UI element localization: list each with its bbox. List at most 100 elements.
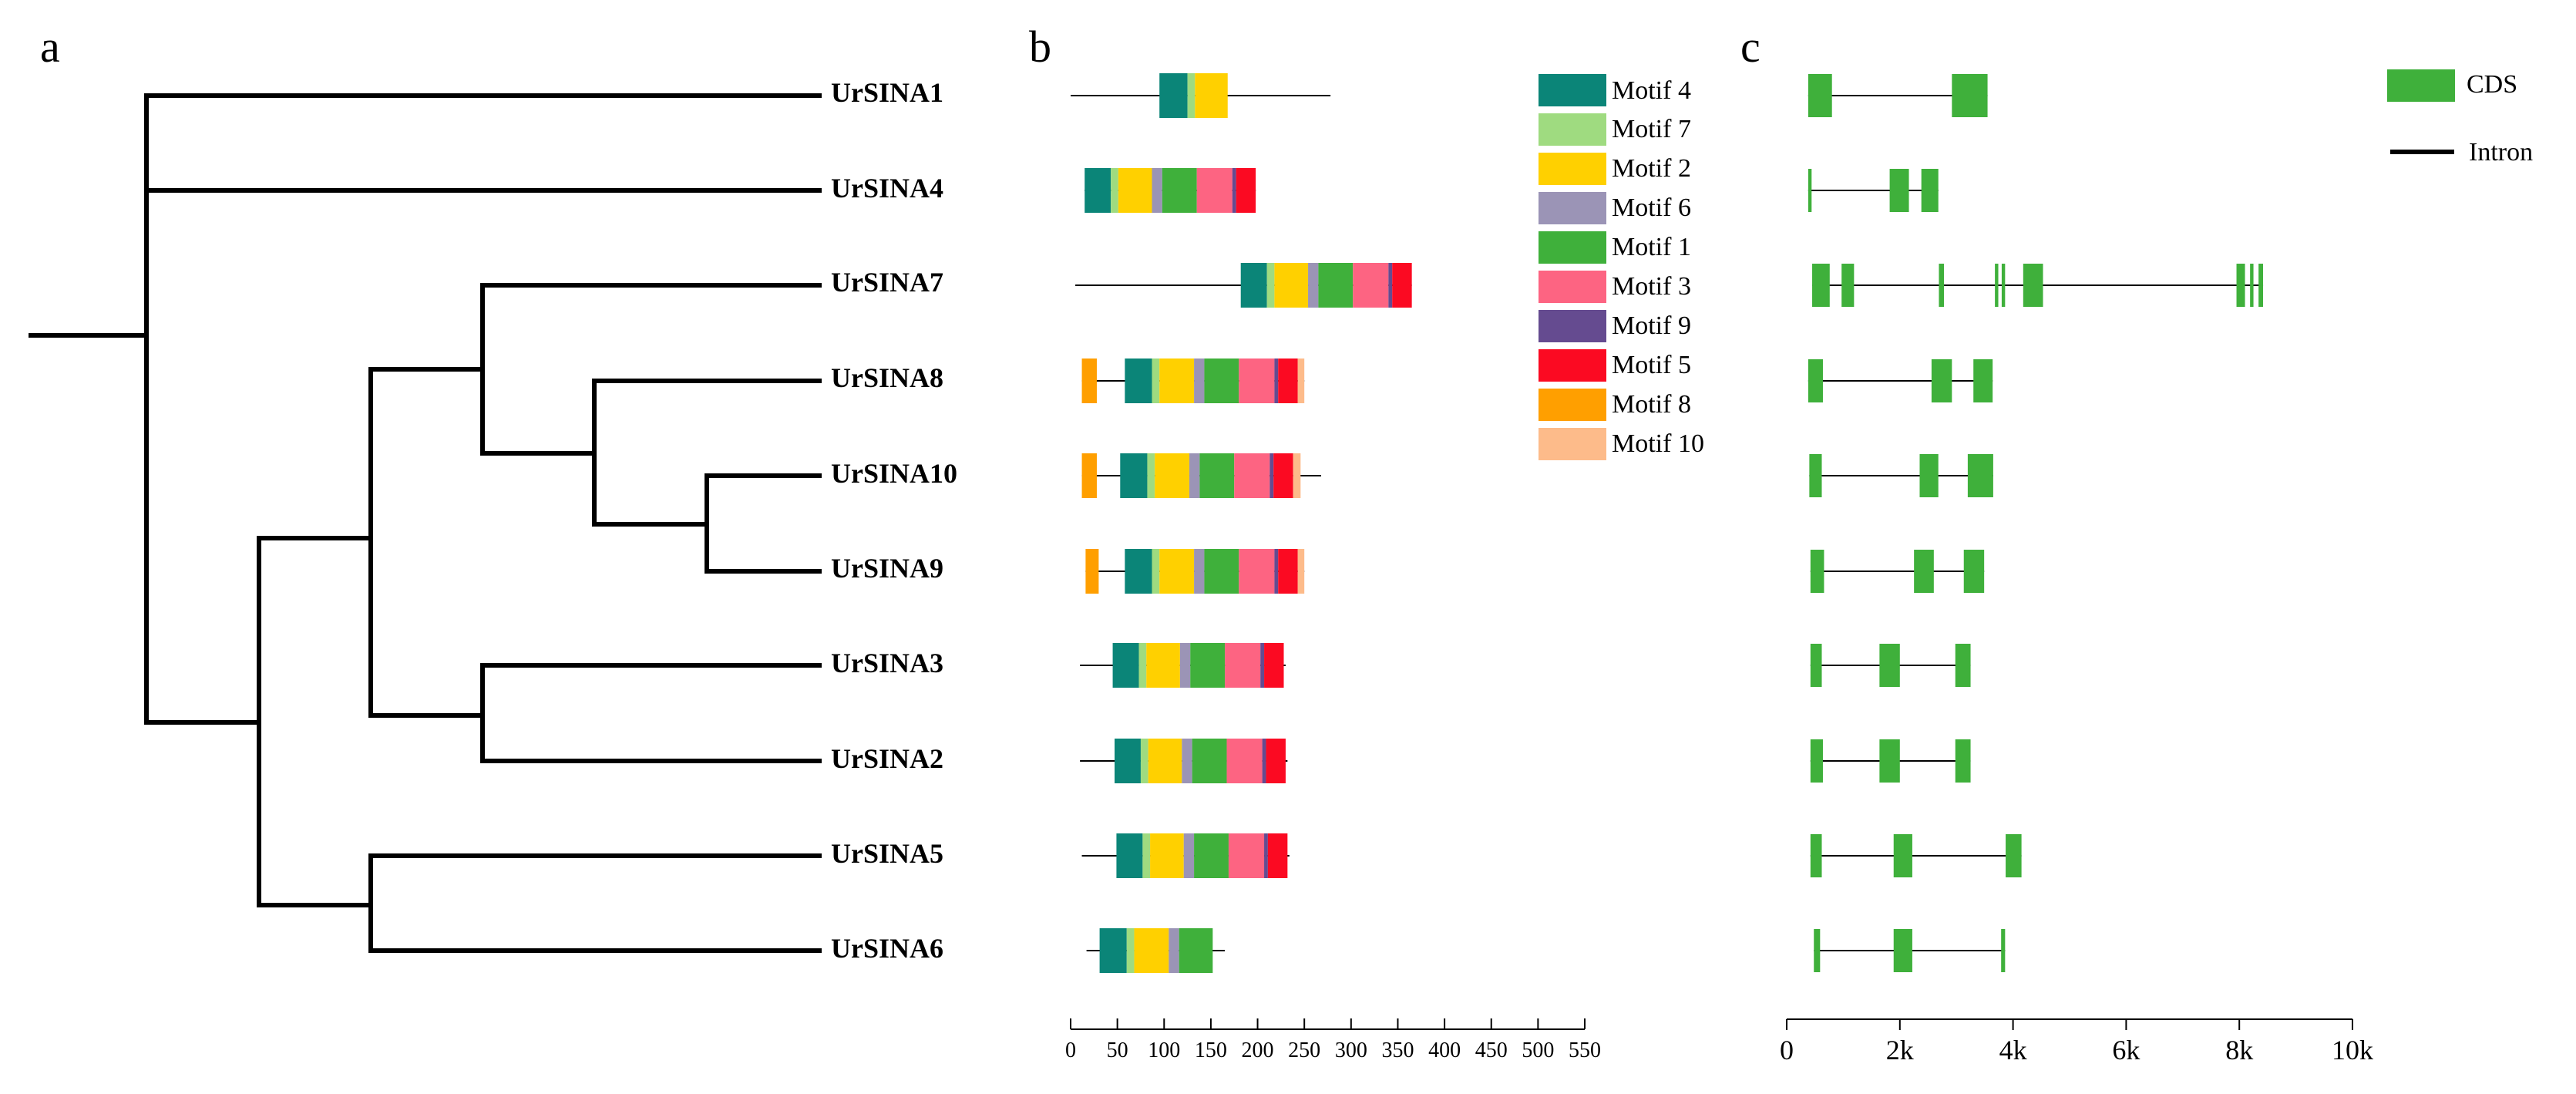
motif-axis-tick-label: 300 xyxy=(1335,1038,1367,1062)
legend-label-motif-6: Motif 6 xyxy=(1612,194,1691,222)
motif-box-motif-4 xyxy=(1116,833,1143,878)
cds-block xyxy=(1814,929,1821,972)
legend-label-motif-9: Motif 9 xyxy=(1612,311,1691,340)
motif-box-motif-9 xyxy=(1264,833,1268,878)
motif-box-motif-1 xyxy=(1192,739,1227,783)
gene-label: UrSINA6 xyxy=(831,933,943,964)
panel-c-letter: c xyxy=(1740,22,1760,72)
motif-axis-tick-label: 150 xyxy=(1195,1038,1227,1062)
cds-block xyxy=(1919,454,1939,497)
motif-box-motif-4 xyxy=(1125,549,1152,594)
motif-axis-tick-label: 400 xyxy=(1428,1038,1461,1062)
motif-box-motif-2 xyxy=(1134,928,1169,973)
legend-label-motif-1: Motif 1 xyxy=(1612,233,1691,261)
motif-box-motif-3 xyxy=(1239,549,1275,594)
motif-box-motif-6 xyxy=(1194,358,1205,403)
motif-box-motif-4 xyxy=(1125,358,1152,403)
cds-block xyxy=(1808,74,1832,117)
legend-label-motif-8: Motif 8 xyxy=(1612,390,1691,419)
motif-panel xyxy=(1071,73,1412,973)
motif-box-motif-3 xyxy=(1234,453,1270,498)
motif-box-motif-5 xyxy=(1278,358,1298,403)
motif-box-motif-2 xyxy=(1146,643,1180,688)
motif-box-motif-4 xyxy=(1085,168,1111,213)
motif-box-motif-3 xyxy=(1353,263,1389,308)
gene-axis-tick-label: 8k xyxy=(2225,1035,2253,1065)
cds-block xyxy=(2250,264,2254,307)
motif-box-motif-9 xyxy=(1274,358,1279,403)
motif-box-motif-5 xyxy=(1278,549,1298,594)
gene-label: UrSINA2 xyxy=(831,743,943,774)
motif-box-motif-9 xyxy=(1274,549,1279,594)
motif-axis-tick-label: 500 xyxy=(1522,1038,1554,1062)
motif-box-motif-2 xyxy=(1159,549,1195,594)
legend-label-motif-2: Motif 2 xyxy=(1612,154,1691,183)
gene-label: UrSINA7 xyxy=(831,267,943,298)
gene-structure-legend: CDS Intron xyxy=(2387,69,2533,167)
motif-box-motif-6 xyxy=(1169,928,1179,973)
motif-box-motif-3 xyxy=(1225,643,1261,688)
gene-axis-tick-label: 4k xyxy=(1999,1035,2027,1065)
motif-box-motif-3 xyxy=(1228,833,1265,878)
motif-box-motif-4 xyxy=(1159,73,1188,118)
legend-label-motif-10: Motif 10 xyxy=(1612,429,1704,458)
legend-label-intron: Intron xyxy=(2469,138,2533,167)
motif-box-motif-3 xyxy=(1226,739,1263,783)
phylogenetic-tree xyxy=(29,93,822,953)
legend-label-cds: CDS xyxy=(2467,70,2517,99)
legend-swatch-motif-2 xyxy=(1539,153,1606,185)
cds-block xyxy=(1955,739,1971,783)
cds-block xyxy=(2001,264,2006,307)
motif-box-motif-7 xyxy=(1126,928,1135,973)
motif-box-motif-7 xyxy=(1152,549,1160,594)
gene-label: UrSINA8 xyxy=(831,362,943,393)
motif-axis-tick-label: 350 xyxy=(1381,1038,1414,1062)
cds-block xyxy=(1952,74,1988,117)
cds-block xyxy=(1889,169,1909,212)
cds-block xyxy=(1914,550,1934,593)
motif-box-motif-7 xyxy=(1142,833,1151,878)
motif-box-motif-2 xyxy=(1150,833,1184,878)
legend-swatch-motif-5 xyxy=(1539,349,1606,382)
motif-box-motif-1 xyxy=(1199,453,1235,498)
motif-box-motif-10 xyxy=(1293,453,1301,498)
cds-block xyxy=(1921,169,1939,212)
motif-box-motif-5 xyxy=(1266,739,1286,783)
motif-box-motif-6 xyxy=(1189,453,1200,498)
motif-box-motif-10 xyxy=(1297,358,1305,403)
motif-axis-tick-label: 450 xyxy=(1475,1038,1508,1062)
cds-block xyxy=(1810,644,1822,687)
panel-b-letter: b xyxy=(1029,22,1051,72)
motif-box-motif-1 xyxy=(1204,358,1239,403)
gene-label: UrSINA5 xyxy=(831,838,943,869)
motif-box-motif-1 xyxy=(1204,549,1239,594)
motif-box-motif-2 xyxy=(1118,168,1152,213)
panel-a-letter: a xyxy=(40,22,60,72)
cds-block xyxy=(1809,454,1822,497)
cds-block xyxy=(1995,264,1999,307)
motif-axis-tick-label: 250 xyxy=(1288,1038,1320,1062)
motif-box-motif-9 xyxy=(1260,643,1265,688)
cds-block xyxy=(1812,264,1830,307)
gene-axis-tick-label: 10k xyxy=(2332,1035,2373,1065)
gene-axis-tick-label: 6k xyxy=(2112,1035,2140,1065)
motif-box-motif-1 xyxy=(1179,928,1213,973)
gene-axis: 0 2k 4k 6k 8k 10k xyxy=(1780,1018,2373,1065)
motif-box-motif-1 xyxy=(1162,168,1197,213)
motif-box-motif-2 xyxy=(1155,453,1190,498)
motif-box-motif-9 xyxy=(1262,739,1266,783)
legend-swatch-motif-4 xyxy=(1539,74,1606,106)
legend-swatch-motif-10 xyxy=(1539,428,1606,460)
motif-box-motif-2 xyxy=(1195,73,1228,118)
motif-axis-tick-label: 0 xyxy=(1065,1038,1076,1062)
motif-box-motif-4 xyxy=(1112,643,1139,688)
motif-box-motif-2 xyxy=(1274,263,1309,308)
legend-label-motif-4: Motif 4 xyxy=(1612,76,1691,105)
motif-box-motif-1 xyxy=(1190,643,1226,688)
legend-label-motif-7: Motif 7 xyxy=(1612,115,1691,143)
cds-block xyxy=(1967,454,1993,497)
motif-box-motif-7 xyxy=(1187,73,1196,118)
gene-label: UrSINA4 xyxy=(831,173,943,204)
cds-block xyxy=(1841,264,1855,307)
